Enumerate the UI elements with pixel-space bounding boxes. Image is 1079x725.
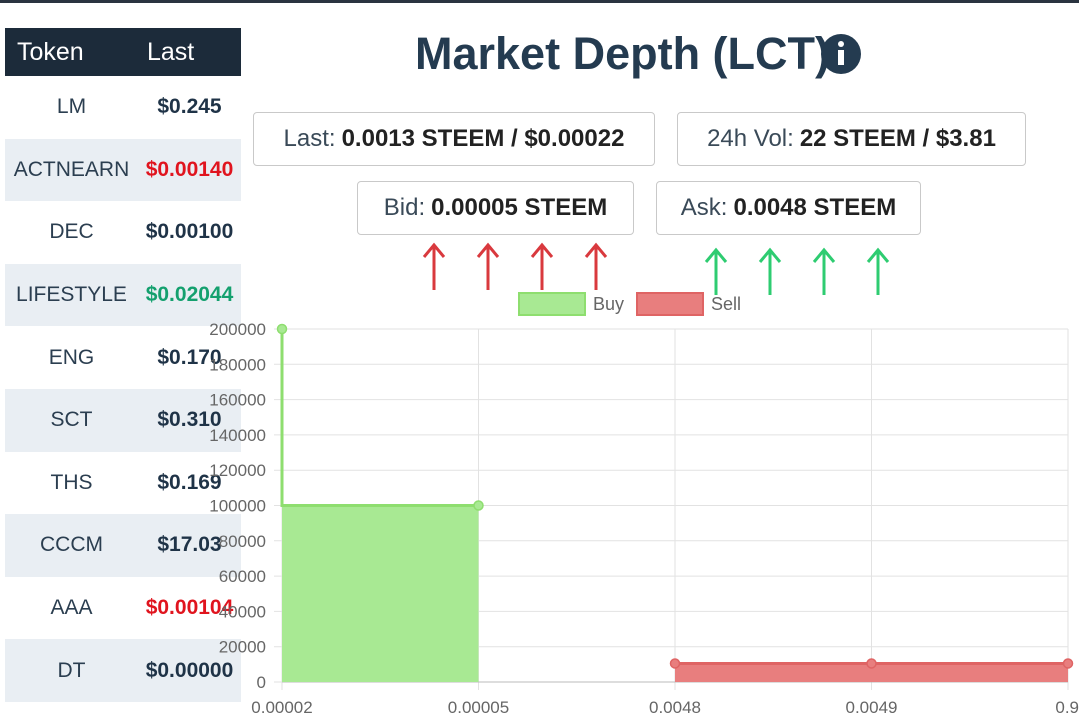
table-cell: DT <box>57 658 86 682</box>
y-tick-label: 200000 <box>209 320 266 339</box>
y-tick-label: 120000 <box>209 461 266 480</box>
x-tick-label: 0.00002 <box>251 698 312 717</box>
table-cell: CCCM <box>40 533 103 557</box>
table-row: LIFESTYLE $0.02044 <box>5 263 241 327</box>
y-tick-label: 140000 <box>209 426 266 445</box>
point <box>866 658 877 669</box>
table-cell: SCT <box>50 408 93 432</box>
y-tick-label: 60000 <box>219 567 266 586</box>
table-cell: ENG <box>48 345 95 369</box>
y-tick-label: 80000 <box>219 532 266 551</box>
table-cell: $0.02044 <box>145 283 234 307</box>
table-row: SCT $0.310 <box>5 388 241 452</box>
point <box>276 323 288 335</box>
line <box>280 329 479 507</box>
stat-label: Ask: <box>680 194 728 221</box>
title-text: Market Depth (LCT) <box>415 28 830 79</box>
stat-value: 0.0048 STEEM <box>733 194 897 221</box>
table-cell: LM <box>56 95 87 119</box>
table-cell: $0.245 <box>157 95 222 119</box>
table-row: ACTNEARN $0.00140 <box>5 138 241 202</box>
stat-label: Last: <box>283 125 336 152</box>
legend-swatch <box>636 292 704 316</box>
table-cell: $0.00140 <box>145 157 234 181</box>
header-cell: Token <box>17 37 84 66</box>
point <box>473 500 484 511</box>
table-row: ENG $0.170 <box>5 326 241 389</box>
table-cell: LIFESTYLE <box>16 283 127 307</box>
stat-value: 0.00005 STEEM <box>431 194 608 221</box>
table-cell: $0.00000 <box>145 658 234 682</box>
arrows <box>422 242 890 295</box>
table-cell: $0.170 <box>157 345 222 369</box>
header-cell: Last <box>147 37 195 66</box>
x-tick-label: 0.0048 <box>649 698 701 717</box>
table-cell: THS <box>50 470 93 494</box>
table-cell: $0.00104 <box>145 596 234 620</box>
table-row: DT $0.00000 <box>5 639 241 702</box>
table-cell: $0.310 <box>157 408 222 432</box>
table-row: DEC $0.00100 <box>5 201 241 264</box>
stat-label: 24h Vol: <box>707 125 794 152</box>
y-tick-label: 160000 <box>209 391 266 410</box>
y-tick-label: 20000 <box>219 638 266 657</box>
legend-label: Buy <box>593 294 624 314</box>
stat-value: 0.0013 STEEM / $0.00022 <box>341 125 625 152</box>
table-cell: $0.169 <box>157 470 222 494</box>
table-row: LM $0.245 <box>5 76 241 139</box>
token-table: Token Last LM $0.245 ACTNEARN $0.00140 DEC $0… <box>5 28 241 702</box>
y-tick-label: 0 <box>257 673 266 692</box>
stat-box: Last: 0.0013 STEEM / $0.00022 <box>253 112 655 166</box>
x-tick-label: 0.9 <box>1055 698 1079 717</box>
stat-box: 24h Vol: 22 STEEM / $3.81 <box>677 112 1026 166</box>
x-tick-label: 0.00005 <box>448 698 509 717</box>
table-cell: $17.03 <box>157 533 222 557</box>
point <box>1062 658 1074 669</box>
table-cell: AAA <box>50 596 93 620</box>
area <box>675 663 1068 682</box>
stat-box: Bid: 0.00005 STEEM <box>357 181 634 235</box>
y-tick-label: 100000 <box>209 497 266 516</box>
stat-value: 22 STEEM / $3.81 <box>799 125 996 152</box>
stat-box: Ask: 0.0048 STEEM <box>656 181 921 235</box>
table-cell: DEC <box>49 220 94 244</box>
table-row: CCCM $17.03 <box>5 514 241 577</box>
y-tick-label: 180000 <box>209 355 266 374</box>
table-row: AAA $0.00104 <box>5 577 241 640</box>
table-header: Token Last <box>5 28 241 76</box>
y-tick-label: 40000 <box>219 602 266 621</box>
table-cell: ACTNEARN <box>13 157 130 181</box>
x-tick-label: 0.0049 <box>846 698 898 717</box>
table-row: THS $0.169 <box>5 452 241 515</box>
point <box>669 658 681 669</box>
legend-label: Sell <box>711 294 741 314</box>
stat-label: Bid: <box>383 194 426 221</box>
info-icon <box>821 34 861 74</box>
table-cell: $0.00100 <box>145 220 234 244</box>
legend-swatch <box>518 292 586 316</box>
title: Market Depth (LCT) <box>415 28 830 80</box>
top-bar <box>0 0 1079 3</box>
